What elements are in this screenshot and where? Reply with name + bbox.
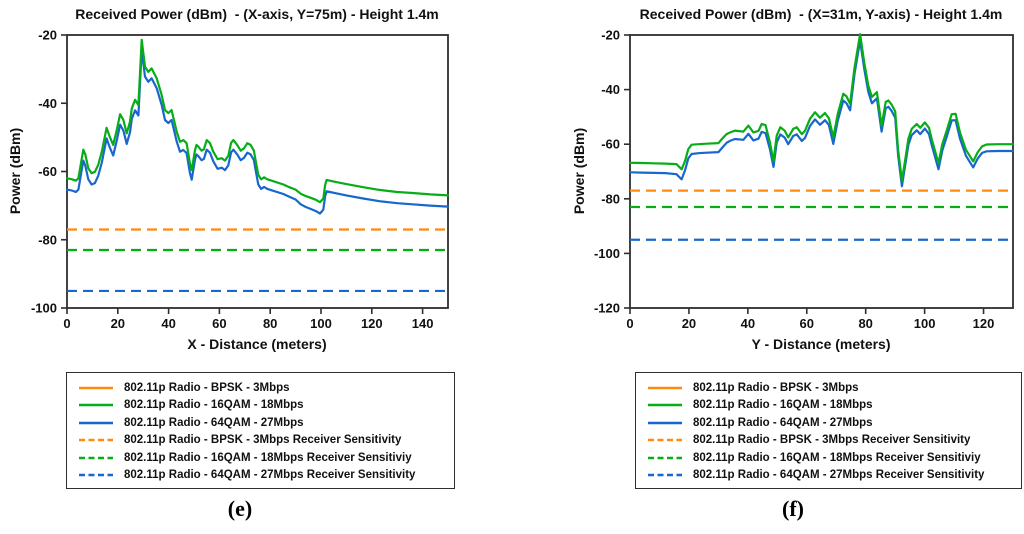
legend-item: 802.11p Radio - 64QAM - 27Mbps Receiver … — [646, 467, 1021, 485]
legend-item-label: 802.11p Radio - 16QAM - 18Mbps Receiver … — [124, 451, 412, 464]
x-tick-label: 40 — [161, 316, 175, 331]
legend-line-sample — [648, 439, 682, 442]
chart-f-x-axis-label: Y - Distance (meters) — [751, 336, 891, 352]
legend-item: 802.11p Radio - BPSK - 3Mbps — [77, 379, 454, 397]
chart-f-plot: -20 -40 -60 -80 -100 -120 0 20 40 60 80 100 120 — [594, 28, 1015, 331]
legend-item: 802.11p Radio - BPSK - 3Mbps Receiver Se… — [646, 432, 1021, 450]
y-tick-label: -80 — [38, 232, 57, 247]
x-tick-label: 60 — [212, 316, 226, 331]
legend-item-label: 802.11p Radio - BPSK - 3Mbps — [693, 381, 859, 394]
x-tick-label: 120 — [973, 316, 995, 331]
caption-f: (f) — [782, 496, 804, 521]
y-tick-label: -20 — [601, 28, 620, 43]
x-tick-label: 20 — [111, 316, 125, 331]
legend-item-label: 802.11p Radio - 64QAM - 27Mbps Receiver … — [124, 469, 416, 482]
chart-e-legend: 802.11p Radio - BPSK - 3Mbps 802.11p Radi… — [66, 372, 455, 489]
x-tick-label: 80 — [858, 316, 872, 331]
legend-item: 802.11p Radio - BPSK - 3Mbps Receiver Se… — [77, 432, 454, 450]
x-tick-label: 80 — [263, 316, 277, 331]
chart-f-legend: 802.11p Radio - BPSK - 3Mbps 802.11p Radi… — [635, 372, 1022, 489]
legend-item: 802.11p Radio - 16QAM - 18Mbps Receiver … — [646, 449, 1021, 467]
x-tick-label: 0 — [626, 316, 633, 331]
x-tick-label: 0 — [63, 316, 70, 331]
legend-item-label: 802.11p Radio - 16QAM - 18Mbps — [124, 399, 304, 412]
legend-item-label: 802.11p Radio - 64QAM - 27Mbps — [693, 416, 873, 429]
y-tick-label: -20 — [38, 28, 57, 43]
x-tick-label: 100 — [310, 316, 332, 331]
legend-line-sample — [648, 456, 682, 459]
x-tick-label: 60 — [800, 316, 814, 331]
x-tick-label: 100 — [914, 316, 936, 331]
legend-item-label: 802.11p Radio - 16QAM - 18Mbps — [693, 399, 873, 412]
legend-line-sample — [648, 421, 682, 424]
series-16qam — [65, 38, 450, 204]
series-64qam — [628, 39, 1015, 188]
y-tick-label: -100 — [31, 301, 57, 316]
y-tick-label: -60 — [38, 164, 57, 179]
legend-item: 802.11p Radio - 64QAM - 27Mbps — [77, 414, 454, 432]
chart-e-y-axis-label: Power (dBm) — [7, 127, 23, 215]
legend-line-sample — [648, 474, 682, 477]
legend-item-label: 802.11p Radio - 16QAM - 18Mbps Receiver … — [693, 451, 981, 464]
legend-line-sample — [79, 386, 113, 389]
legend-item-label: 802.11p Radio - 64QAM - 27Mbps Receiver … — [693, 469, 985, 482]
chart-e-plot: -20 -40 -60 -80 -100 0 20 40 60 80 100 120 140 — [31, 28, 450, 331]
legend-line-sample — [79, 439, 113, 442]
y-tick-label: -80 — [601, 191, 620, 206]
caption-e: (e) — [227, 496, 253, 521]
legend-item-label: 802.11p Radio - BPSK - 3Mbps Receiver Se… — [693, 434, 971, 447]
chart-f-title: Received Power (dBm) - (X=31m, Y-axis) -… — [639, 6, 1003, 22]
x-tick-label: 140 — [412, 316, 434, 331]
plot-border — [629, 34, 1014, 309]
legend-line-sample — [79, 421, 113, 424]
y-tick-label: -60 — [601, 137, 620, 152]
legend-item-label: 802.11p Radio - BPSK - 3Mbps — [124, 381, 290, 394]
legend-item: 802.11p Radio - BPSK - 3Mbps — [646, 379, 1021, 397]
y-tick-label: -40 — [601, 82, 620, 97]
legend-line-sample — [79, 404, 113, 407]
chart-e-title: Received Power (dBm) - (X-axis, Y=75m) -… — [75, 6, 439, 22]
legend-item: 802.11p Radio - 64QAM - 27Mbps — [646, 414, 1021, 432]
legend-line-sample — [79, 456, 113, 459]
legend-item-label: 802.11p Radio - 64QAM - 27Mbps — [124, 416, 304, 429]
y-tick-label: -120 — [594, 301, 620, 316]
x-tick-label: 120 — [361, 316, 383, 331]
y-tick-label: -40 — [38, 96, 57, 111]
legend-item: 802.11p Radio - 64QAM - 27Mbps Receiver … — [77, 467, 454, 485]
y-tick-label: -100 — [594, 246, 620, 261]
legend-item: 802.11p Radio - 16QAM - 18Mbps — [646, 397, 1021, 415]
legend-line-sample — [648, 386, 682, 389]
chart-e-x-axis-label: X - Distance (meters) — [187, 336, 327, 352]
x-tick-label: 40 — [741, 316, 755, 331]
chart-f-y-axis-label: Power (dBm) — [571, 127, 587, 215]
series-64qam — [65, 48, 450, 215]
legend-item-label: 802.11p Radio - BPSK - 3Mbps Receiver Se… — [124, 434, 402, 447]
series-16qam — [628, 33, 1015, 182]
legend-item: 802.11p Radio - 16QAM - 18Mbps Receiver … — [77, 449, 454, 467]
legend-line-sample — [79, 474, 113, 477]
legend-item: 802.11p Radio - 16QAM - 18Mbps — [77, 397, 454, 415]
x-tick-label: 20 — [682, 316, 696, 331]
legend-line-sample — [648, 404, 682, 407]
